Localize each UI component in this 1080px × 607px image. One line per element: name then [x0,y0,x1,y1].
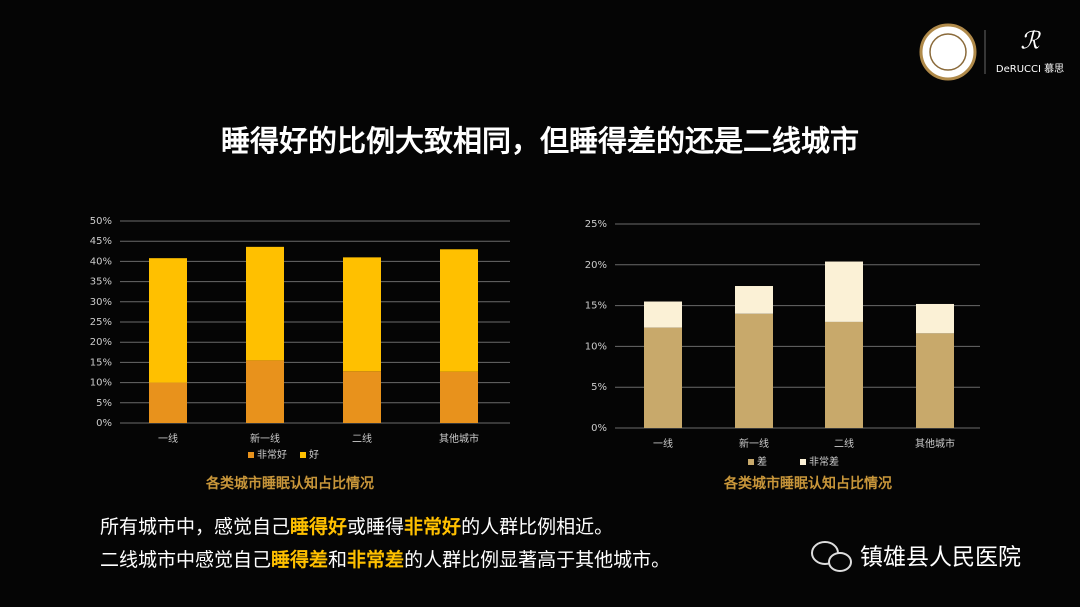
wechat-icon [811,541,852,572]
legend-swatch [300,452,306,458]
x-tick-label: 二线 [352,432,372,445]
y-tick-label: 50% [90,216,112,227]
legend-label: 非常好 [257,448,287,461]
y-tick-label: 5% [96,398,112,409]
x-tick-label: 其他城市 [439,432,479,445]
y-tick-label: 40% [90,256,112,267]
legend-swatch [748,459,754,465]
highlight-text: 非常差 [347,548,404,571]
y-tick-label: 25% [585,219,607,230]
x-tick-label: 一线 [158,432,178,445]
bar-segment [916,303,954,334]
legend-label: 好 [309,449,319,461]
highlight-text: 睡得差 [271,548,328,571]
bar-segment [149,258,187,383]
bar-segment [440,249,478,372]
y-tick-label: 15% [90,357,112,368]
y-tick-label: 5% [591,382,607,393]
bar-segment [825,261,863,322]
y-tick-label: 0% [591,423,607,434]
bar-segment [735,286,773,314]
y-tick-label: 30% [90,297,112,308]
bar-segment [149,382,187,423]
bar-segment [735,313,773,428]
x-tick-label: 一线 [653,437,673,450]
body-text: 的人群比例显著高于其他城市。 [404,549,670,571]
body-line: 二线城市中感觉自己睡得差和非常差的人群比例显著高于其他城市。 [100,548,670,571]
body-text: 的人群比例相近。 [461,516,613,538]
bar-segment [440,371,478,423]
x-tick-label: 新一线 [739,437,769,450]
chart-title: 各类城市睡眠认知占比情况 [723,475,892,492]
watermark: 镇雄县人民医院 [860,545,1021,571]
y-tick-label: 25% [90,317,112,328]
y-tick-label: 10% [90,378,112,389]
bar-segment [246,360,284,423]
bar-segment [916,333,954,428]
bar-segment [343,371,381,423]
y-tick-label: 20% [585,260,607,271]
y-tick-label: 20% [90,337,112,348]
logo-text: DeRUCCI 慕思 [996,62,1064,75]
body-line: 所有城市中，感觉自己睡得好或睡得非常好的人群比例相近。 [100,515,613,538]
bar-segment [644,327,682,428]
logo-emblem-ring [929,33,967,71]
legend-label: 差 [757,455,767,468]
y-tick-label: 10% [585,341,607,352]
highlight-text: 睡得好 [290,515,347,538]
body-text: 二线城市中感觉自己 [100,549,271,571]
body-text: 或睡得 [347,516,404,538]
highlight-text: 非常好 [404,515,461,538]
body-text: 和 [328,549,347,571]
legend-swatch [800,459,806,465]
logo-emblem [919,23,977,81]
y-tick-label: 15% [585,301,607,312]
legend-label: 非常差 [809,455,839,468]
body-text: 所有城市中，感觉自己 [100,516,290,538]
legend-swatch [248,452,254,458]
y-tick-label: 0% [96,418,112,429]
slide-title: 睡得好的比例大致相同，但睡得差的还是二线城市 [221,124,859,158]
y-tick-label: 45% [90,236,112,247]
bar-segment [343,257,381,372]
bar-segment [644,301,682,328]
x-tick-label: 其他城市 [915,437,955,450]
logo-mark: ℛ [1020,27,1041,55]
bar-segment [825,321,863,428]
x-tick-label: 新一线 [250,432,280,445]
bar-segment [246,246,284,361]
x-tick-label: 二线 [834,437,854,450]
y-tick-label: 35% [90,277,112,288]
icon-bubble [828,552,852,572]
chart-title: 各类城市睡眠认知占比情况 [205,475,374,492]
